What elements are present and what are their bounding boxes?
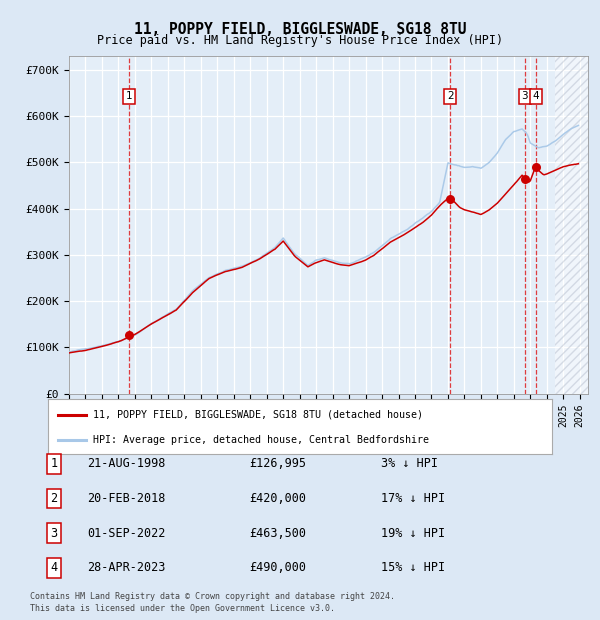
Text: 20-FEB-2018: 20-FEB-2018 [87,492,166,505]
Text: HPI: Average price, detached house, Central Bedfordshire: HPI: Average price, detached house, Cent… [94,435,430,445]
Text: 3: 3 [50,527,58,539]
Text: 4: 4 [532,91,539,101]
Text: £463,500: £463,500 [249,527,306,539]
Text: 19% ↓ HPI: 19% ↓ HPI [381,527,445,539]
Text: Contains HM Land Registry data © Crown copyright and database right 2024.: Contains HM Land Registry data © Crown c… [30,592,395,601]
Text: 1: 1 [50,458,58,470]
Text: 15% ↓ HPI: 15% ↓ HPI [381,562,445,574]
Bar [555,56,588,394]
Text: 11, POPPY FIELD, BIGGLESWADE, SG18 8TU: 11, POPPY FIELD, BIGGLESWADE, SG18 8TU [134,22,466,37]
Text: 28-APR-2023: 28-APR-2023 [87,562,166,574]
Text: 4: 4 [50,562,58,574]
Text: £420,000: £420,000 [249,492,306,505]
Text: 21-AUG-1998: 21-AUG-1998 [87,458,166,470]
Text: 1: 1 [126,91,133,101]
Text: 2: 2 [50,492,58,505]
Text: This data is licensed under the Open Government Licence v3.0.: This data is licensed under the Open Gov… [30,604,335,613]
Text: 3: 3 [521,91,528,101]
Text: Price paid vs. HM Land Registry's House Price Index (HPI): Price paid vs. HM Land Registry's House … [97,34,503,47]
Text: £126,995: £126,995 [249,458,306,470]
Text: 2: 2 [447,91,454,101]
Text: £490,000: £490,000 [249,562,306,574]
Text: 11, POPPY FIELD, BIGGLESWADE, SG18 8TU (detached house): 11, POPPY FIELD, BIGGLESWADE, SG18 8TU (… [94,410,424,420]
Text: 17% ↓ HPI: 17% ↓ HPI [381,492,445,505]
Text: 01-SEP-2022: 01-SEP-2022 [87,527,166,539]
Text: 3% ↓ HPI: 3% ↓ HPI [381,458,438,470]
